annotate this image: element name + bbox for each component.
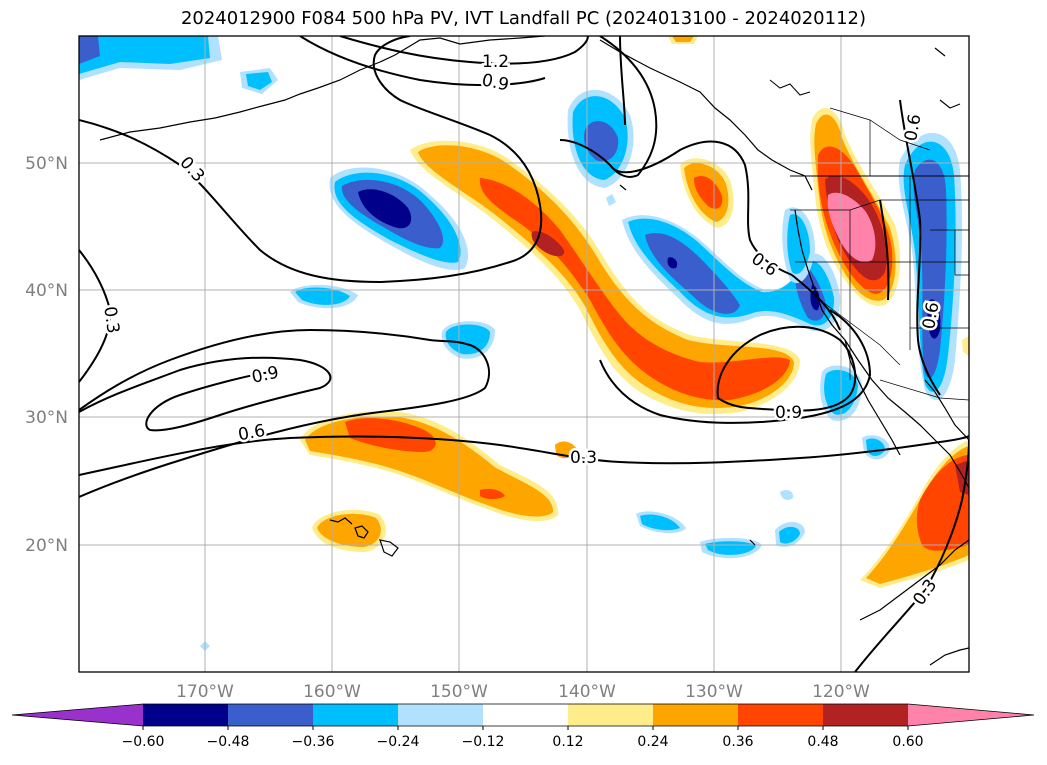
fill-neg4 [927, 299, 941, 339]
colorbar-labels: −0.60 −0.48 −0.36 −0.24 −0.12 0.12 0.24 0.36 0.4… [122, 726, 924, 750]
fill-pos3 [345, 418, 436, 452]
graticule [79, 36, 969, 672]
colorbar-extend-min [12, 704, 143, 726]
lon-label-120w: 120°W [812, 682, 870, 702]
longitude-labels: 170°W 160°W 150°W 140°W 130°W 120°W [176, 682, 870, 702]
map-layers [79, 36, 969, 672]
colorbar-tick-label: −0.48 [207, 734, 250, 750]
lat-label-20n: 20°N [25, 536, 68, 556]
colorbar-swatches [11, 703, 1035, 727]
fill-pos4 [531, 231, 565, 257]
coastlines [99, 36, 969, 666]
fill-neg1 [780, 490, 794, 500]
lon-label-170w: 170°W [176, 682, 234, 702]
neg-anomaly-small-west [290, 284, 358, 309]
contour-label-0-3-west: 0.3 [99, 305, 123, 335]
neg-anomaly-tropical-patches [200, 194, 890, 651]
fill-pos3 [694, 176, 723, 209]
pv-fill-layer [79, 36, 969, 651]
colorbar-swatch [398, 704, 483, 726]
fill-pos2 [317, 513, 381, 547]
fill-neg3 [645, 232, 740, 314]
colorbar-tick-label: 0.60 [892, 734, 923, 750]
colorbar-swatch [738, 704, 823, 726]
fill-pos3 [916, 455, 969, 551]
colorbar-tick-label: 0.48 [807, 734, 838, 750]
colorbar-swatch [313, 704, 398, 726]
neg-anomaly-central-north-pacific [329, 167, 469, 270]
colorbar-tick-label: 0.24 [637, 734, 668, 750]
pos-anomaly-mexico [860, 336, 969, 588]
fill-neg2 [79, 36, 210, 74]
lat-label-30n: 30°N [25, 408, 68, 428]
pos-anomaly-main-band [410, 140, 800, 414]
pos-anomaly-top-center [668, 36, 698, 44]
colorbar-swatch [483, 704, 568, 726]
fill-pos2 [672, 36, 694, 42]
pos-anomaly-northeast-pacific [680, 158, 734, 228]
lon-label-130w: 130°W [685, 682, 743, 702]
colorbar: −0.60 −0.48 −0.36 −0.24 −0.12 0.12 0.24 0.36 0.4… [11, 703, 1035, 750]
pos-anomaly-subtropical-west [300, 411, 578, 522]
contour-label-0-9-east: 0.9 [775, 403, 802, 423]
lon-label-140w: 140°W [558, 682, 616, 702]
fill-neg3 [79, 36, 100, 64]
fill-neg4 [667, 257, 678, 269]
fill-pos1 [962, 336, 969, 356]
fill-neg2 [445, 324, 490, 355]
colorbar-tick-label: −0.24 [377, 734, 420, 750]
colorbar-tick-label: −0.36 [292, 734, 335, 750]
fill-neg2 [295, 287, 350, 305]
fill-neg4 [810, 285, 820, 311]
contour-label-0-3-central: 0.3 [570, 448, 597, 468]
contour-label-1-2: 1.2 [482, 52, 509, 72]
colorbar-tick-label: 0.36 [722, 734, 753, 750]
colorbar-tick-label: 0.12 [552, 734, 583, 750]
colorbar-tick-label: −0.60 [122, 734, 165, 750]
lon-label-160w: 160°W [303, 682, 361, 702]
colorbar-swatch [653, 704, 738, 726]
fill-neg2 [246, 72, 272, 90]
fill-neg4 [358, 189, 412, 229]
colorbar-swatch [143, 704, 228, 726]
lat-label-50n: 50°N [25, 154, 68, 174]
map-title: 2024012900 F084 500 hPa PV, IVT Landfall… [180, 8, 867, 29]
fill-neg2 [640, 514, 680, 531]
map-border [78, 35, 970, 673]
pos-anomaly-pacific-northwest [810, 108, 901, 306]
fill-pos3 [480, 488, 505, 499]
colorbar-swatch [823, 704, 908, 726]
colorbar-tick-label: −0.12 [462, 734, 505, 750]
fill-neg2 [779, 526, 800, 544]
neg-anomaly-small-central [441, 321, 495, 359]
latitude-labels: 50°N 40°N 30°N 20°N [25, 154, 68, 556]
neg-anomaly-topleft [79, 36, 278, 94]
fill-neg1 [606, 194, 616, 206]
ivt-contours [79, 36, 969, 672]
fill-pos3 [479, 178, 790, 401]
lat-label-40n: 40°N [25, 281, 68, 301]
colorbar-extend-max [908, 704, 1034, 726]
colorbar-swatch [568, 704, 653, 726]
lon-label-150w: 150°W [430, 682, 488, 702]
colorbar-swatch [228, 704, 313, 726]
